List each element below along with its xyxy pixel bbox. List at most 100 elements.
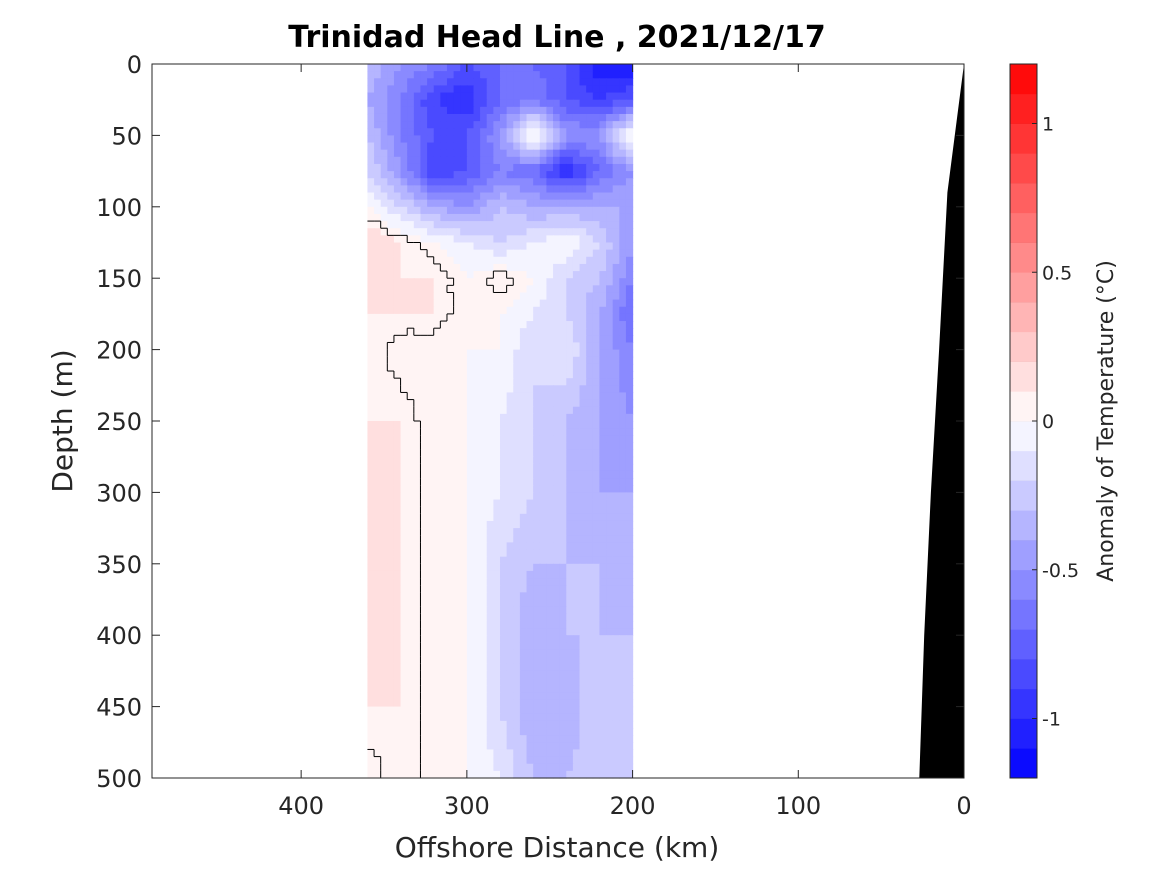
- field-cell: [486, 542, 494, 551]
- field-cell: [553, 199, 561, 208]
- field-cell: [533, 520, 541, 529]
- field-cell: [473, 99, 481, 108]
- field-cell: [420, 235, 428, 244]
- field-cell: [367, 292, 375, 301]
- field-cell: [400, 685, 408, 693]
- field-cell: [559, 463, 567, 472]
- field-cell: [579, 249, 587, 258]
- field-cell: [572, 556, 581, 565]
- field-cell: [493, 399, 501, 408]
- field-cell: [572, 206, 581, 215]
- field-cell: [480, 335, 488, 344]
- field-cell: [393, 328, 402, 336]
- field-cell: [546, 442, 554, 451]
- field-cell: [553, 228, 561, 236]
- field-cell: [519, 313, 528, 322]
- field-cell: [387, 656, 395, 665]
- field-cell: [433, 321, 441, 329]
- field-cell: [380, 763, 388, 772]
- field-cell: [519, 278, 528, 286]
- field-cell: [506, 385, 514, 394]
- colorbar-swatch: [1010, 540, 1037, 571]
- field-cell: [380, 463, 388, 472]
- field-cell: [619, 549, 627, 558]
- field-cell: [413, 663, 422, 672]
- field-cell: [407, 585, 415, 593]
- field-cell: [606, 449, 614, 458]
- field-cell: [553, 342, 561, 351]
- field-cell: [486, 663, 494, 672]
- field-cell: [480, 435, 488, 444]
- field-cell: [506, 435, 514, 444]
- field-cell: [519, 485, 528, 493]
- field-cell: [473, 456, 481, 465]
- field-cell: [586, 763, 594, 772]
- field-cell: [586, 449, 594, 458]
- field-cell: [433, 92, 441, 101]
- field-cell: [374, 663, 382, 672]
- field-cell: [539, 321, 547, 329]
- field-cell: [480, 92, 488, 101]
- field-cell: [519, 585, 528, 593]
- field-cell: [519, 749, 528, 758]
- field-cell: [427, 756, 435, 765]
- field-cell: [420, 435, 428, 444]
- field-cell: [374, 342, 382, 351]
- field-cell: [374, 171, 382, 179]
- field-cell: [413, 113, 422, 122]
- field-cell: [500, 492, 508, 501]
- field-cell: [453, 392, 461, 401]
- field-cell: [427, 485, 435, 493]
- field-cell: [546, 113, 554, 122]
- field-cell: [400, 228, 408, 236]
- colorbar-swatch: [1010, 569, 1037, 600]
- field-cell: [380, 456, 388, 465]
- field-cell: [473, 506, 481, 515]
- field-cell: [480, 321, 488, 329]
- field-cell: [413, 628, 422, 636]
- field-cell: [559, 349, 567, 358]
- field-cell: [367, 470, 375, 479]
- field-cell: [566, 563, 574, 572]
- field-cell: [460, 349, 468, 358]
- field-cell: [473, 178, 481, 186]
- field-cell: [493, 256, 501, 265]
- field-cell: [500, 756, 508, 765]
- field-cell: [407, 92, 415, 101]
- field-cell: [446, 106, 455, 115]
- field-cell: [592, 449, 601, 458]
- field-cell: [473, 135, 481, 144]
- field-cell: [513, 413, 521, 422]
- field-cell: [526, 499, 534, 508]
- field-cell: [539, 470, 547, 479]
- field-cell: [367, 256, 375, 265]
- field-cell: [539, 78, 547, 87]
- field-cell: [427, 670, 435, 679]
- field-cell: [446, 485, 455, 493]
- field-cell: [606, 171, 614, 179]
- field-cell: [413, 178, 422, 186]
- field-cell: [453, 556, 461, 565]
- field-cell: [612, 356, 620, 365]
- field-cell: [453, 199, 461, 208]
- field-cell: [599, 213, 607, 222]
- field-cell: [500, 213, 508, 222]
- field-cell: [413, 235, 422, 244]
- field-cell: [473, 249, 481, 258]
- field-cell: [367, 363, 375, 372]
- field-cell: [433, 99, 441, 108]
- field-cell: [486, 678, 494, 686]
- field-cell: [566, 192, 574, 201]
- field-cell: [506, 763, 514, 772]
- field-cell: [473, 221, 481, 229]
- field-cell: [606, 756, 614, 765]
- field-cell: [566, 313, 574, 322]
- field-cell: [625, 163, 634, 172]
- field-cell: [446, 321, 455, 329]
- field-cell: [539, 428, 547, 436]
- field-cell: [506, 356, 514, 365]
- field-cell: [460, 570, 468, 579]
- field-cell: [387, 606, 395, 615]
- field-cell: [393, 685, 402, 693]
- field-cell: [566, 85, 574, 94]
